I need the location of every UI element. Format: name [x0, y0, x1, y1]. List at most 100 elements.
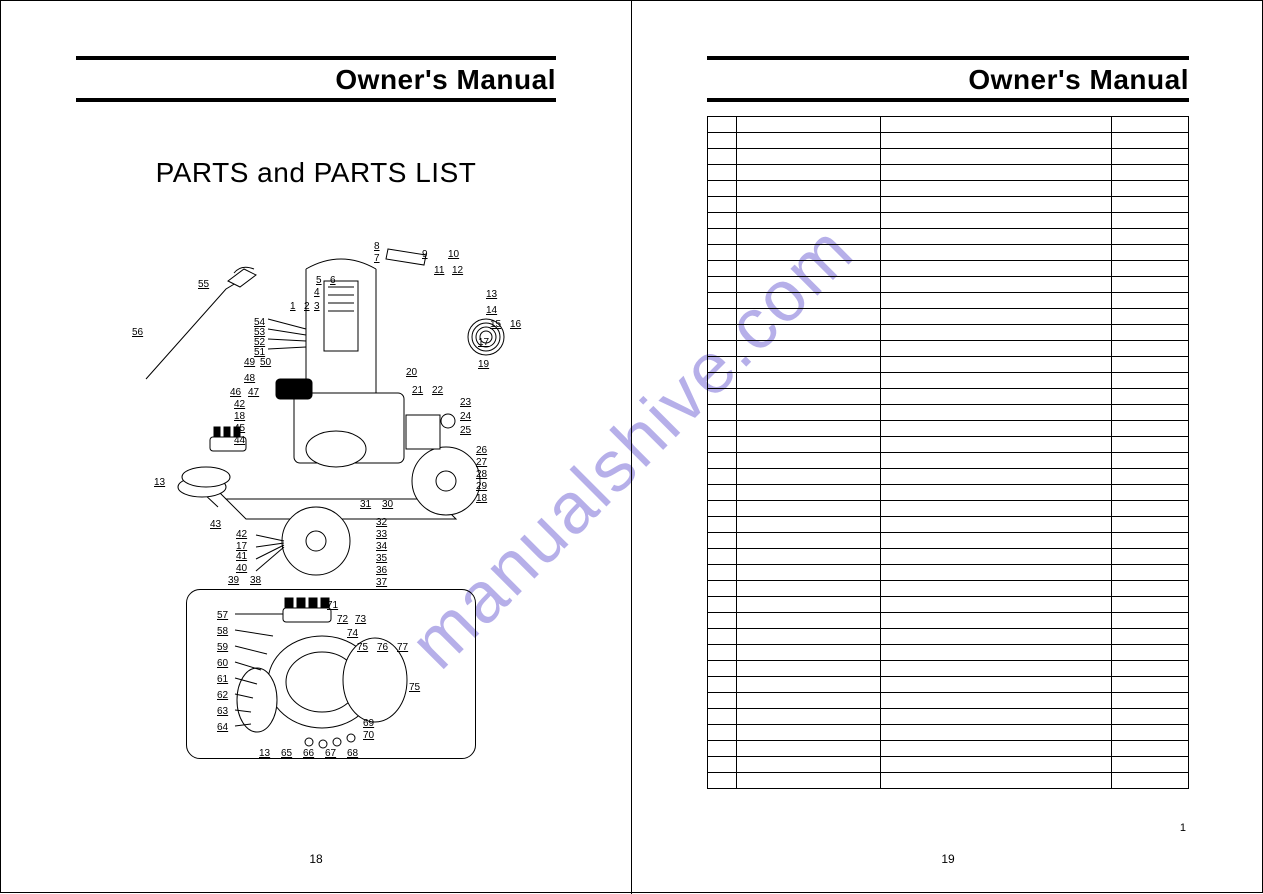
- table-cell: [708, 277, 737, 293]
- table-row: [708, 501, 1189, 517]
- table-row: [708, 213, 1189, 229]
- table-cell: [708, 629, 737, 645]
- table-cell: [736, 709, 880, 725]
- callout-label: 1: [290, 301, 296, 312]
- table-row: [708, 437, 1189, 453]
- table-cell: [1112, 453, 1189, 469]
- table-cell: [881, 453, 1112, 469]
- table-cell: [881, 293, 1112, 309]
- callout-label: 70: [363, 730, 374, 741]
- table-cell: [1112, 389, 1189, 405]
- table-cell: [736, 373, 880, 389]
- table-row: [708, 117, 1189, 133]
- table-cell: [1112, 741, 1189, 757]
- table-row: [708, 629, 1189, 645]
- callout-label: 25: [460, 425, 471, 436]
- table-cell: [1112, 437, 1189, 453]
- callout-label: 18: [234, 411, 245, 422]
- callout-label: 38: [250, 575, 261, 586]
- table-cell: [708, 389, 737, 405]
- table-cell: [736, 677, 880, 693]
- table-cell: [736, 725, 880, 741]
- table-cell: [708, 613, 737, 629]
- table-row: [708, 613, 1189, 629]
- table-cell: [736, 469, 880, 485]
- diagram-main: 8791056111255431213145654535251504915161…: [106, 219, 526, 579]
- page-number-right: 19: [632, 852, 1263, 866]
- table-cell: [708, 725, 737, 741]
- callout-label: 56: [132, 327, 143, 338]
- table-cell: [881, 421, 1112, 437]
- table-cell: [708, 693, 737, 709]
- callout-label: 57: [217, 610, 228, 621]
- table-cell: [708, 533, 737, 549]
- callout-label: 23: [460, 397, 471, 408]
- table-cell: [1112, 277, 1189, 293]
- table-cell: [1112, 709, 1189, 725]
- table-cell: [736, 453, 880, 469]
- table-cell: [881, 597, 1112, 613]
- table-cell: [881, 501, 1112, 517]
- table-cell: [708, 405, 737, 421]
- table-cell: [736, 645, 880, 661]
- callout-label: 75: [357, 642, 368, 653]
- callout-label: 62: [217, 690, 228, 701]
- callout-label: 58: [217, 626, 228, 637]
- table-row: [708, 261, 1189, 277]
- table-cell: [708, 437, 737, 453]
- callout-label: 20: [406, 367, 417, 378]
- table-row: [708, 197, 1189, 213]
- table-cell: [708, 773, 737, 789]
- callout-label: 35: [376, 553, 387, 564]
- table-cell: [1112, 229, 1189, 245]
- callout-label: 13: [259, 748, 270, 759]
- table-row: [708, 517, 1189, 533]
- table-cell: [1112, 469, 1189, 485]
- table-cell: [881, 357, 1112, 373]
- table-cell: [708, 597, 737, 613]
- table-cell: [1112, 373, 1189, 389]
- table-cell: [1112, 165, 1189, 181]
- table-cell: [736, 341, 880, 357]
- table-row: [708, 645, 1189, 661]
- table-cell: [881, 469, 1112, 485]
- callout-label: 6: [330, 275, 336, 286]
- callout-label: 50: [260, 357, 271, 368]
- table-cell: [708, 181, 737, 197]
- callout-label: 69: [363, 718, 374, 729]
- table-row: [708, 661, 1189, 677]
- page-left-content: Owner's Manual PARTS and PARTS LIST: [76, 56, 556, 854]
- page-right: Owner's Manual 1 19: [632, 1, 1263, 894]
- table-cell: [1112, 421, 1189, 437]
- table-cell: [736, 149, 880, 165]
- table-cell: [708, 309, 737, 325]
- table-cell: [1112, 533, 1189, 549]
- table-row: [708, 277, 1189, 293]
- table-cell: [881, 549, 1112, 565]
- callout-label: 44: [234, 435, 245, 446]
- table-cell: [736, 293, 880, 309]
- callout-label: 13: [154, 477, 165, 488]
- table-cell: [736, 565, 880, 581]
- callout-label: 21: [412, 385, 423, 396]
- table-cell: [881, 517, 1112, 533]
- table-cell: [708, 565, 737, 581]
- table-cell: [736, 261, 880, 277]
- table-cell: [708, 357, 737, 373]
- table-cell: [881, 565, 1112, 581]
- table-cell: [881, 693, 1112, 709]
- table-cell: [708, 501, 737, 517]
- callout-label: 11: [434, 265, 444, 276]
- callout-label: 18: [476, 493, 487, 504]
- table-cell: [1112, 629, 1189, 645]
- table-cell: [736, 165, 880, 181]
- table-cell: [736, 325, 880, 341]
- table-cell: [1112, 197, 1189, 213]
- table-row: [708, 405, 1189, 421]
- table-cell: [881, 165, 1112, 181]
- table-cell: [881, 613, 1112, 629]
- table-cell: [1112, 485, 1189, 501]
- callout-label: 42: [234, 399, 245, 410]
- table-cell: [708, 325, 737, 341]
- table-cell: [708, 229, 737, 245]
